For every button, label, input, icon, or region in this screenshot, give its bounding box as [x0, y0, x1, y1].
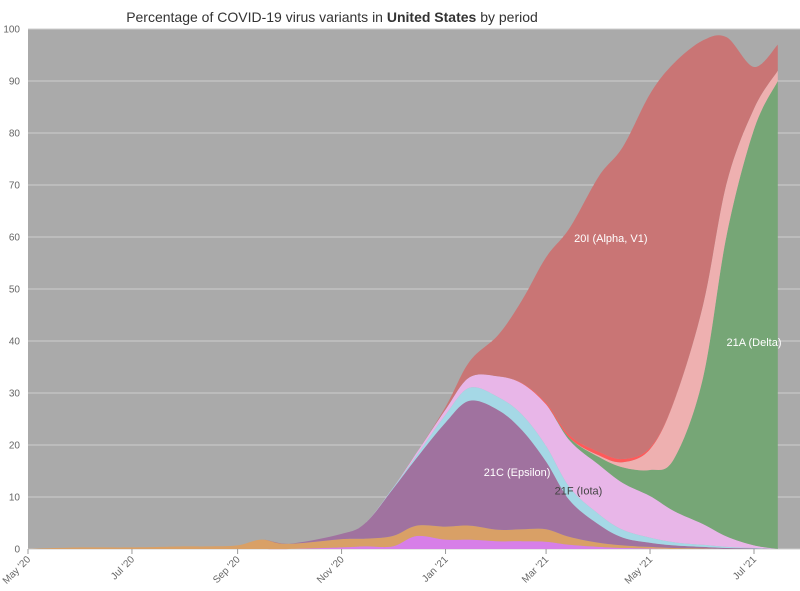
area-label-21a-delta: 21A (Delta)	[726, 337, 781, 349]
area-21c-epsilon	[28, 400, 778, 550]
x-tick-label: May '20	[1, 554, 34, 587]
x-tick-label: Nov '20	[315, 554, 347, 586]
x-tick-label: May '21	[623, 554, 656, 587]
y-tick-label: 100	[3, 25, 20, 36]
chart-title-part-1: Percentage of COVID-19 virus variants in	[126, 9, 387, 25]
y-tick-label: 20	[9, 441, 21, 452]
x-tick-label: Jul '20	[109, 554, 137, 582]
stacked-areas	[28, 35, 778, 550]
y-tick-label: 70	[9, 181, 21, 192]
y-tick-label: 90	[9, 77, 21, 88]
area-labels: 20I (Alpha, V1) 21A (Delta) 21C (Epsilon) 2…	[484, 233, 782, 497]
area-21a-delta	[28, 81, 778, 549]
y-tick-label: 50	[9, 285, 21, 296]
y-tick-label: 0	[14, 545, 20, 556]
area-label-20i-alpha-v1: 20I (Alpha, V1)	[574, 233, 647, 245]
y-tick-label: 60	[9, 233, 21, 244]
y-tick-label: 30	[9, 389, 21, 400]
chart-title: Percentage of COVID-19 virus variants in…	[126, 9, 538, 25]
y-axis: 0 10 20 30 40 50 60 70 80 90 100	[3, 25, 20, 556]
y-tick-label: 40	[9, 337, 21, 348]
area-series-1	[28, 525, 778, 550]
area-21f-iota	[28, 374, 778, 549]
x-tick-label: Jan '21	[420, 554, 451, 585]
y-tick-label: 80	[9, 129, 21, 140]
x-tick-label: Mar '21	[520, 554, 551, 585]
area-20i-alpha-v1	[28, 35, 778, 550]
x-axis: May '20 Jul '20 Sep '20 Nov '20 Jan '21 Mar '…	[1, 549, 759, 587]
x-tick-label: Jul '21	[731, 554, 759, 582]
area-label-21f-iota: 21F (Iota)	[555, 485, 603, 497]
area-series-0	[28, 535, 778, 550]
area-label-21c-epsilon: 21C (Epsilon)	[484, 467, 551, 479]
x-tick-label: Sep '20	[211, 554, 243, 586]
area-series-3	[28, 387, 778, 549]
y-tick-label: 10	[9, 493, 21, 504]
chart-title-part-3: by period	[476, 9, 537, 25]
chart-title-country: United States	[387, 9, 477, 25]
